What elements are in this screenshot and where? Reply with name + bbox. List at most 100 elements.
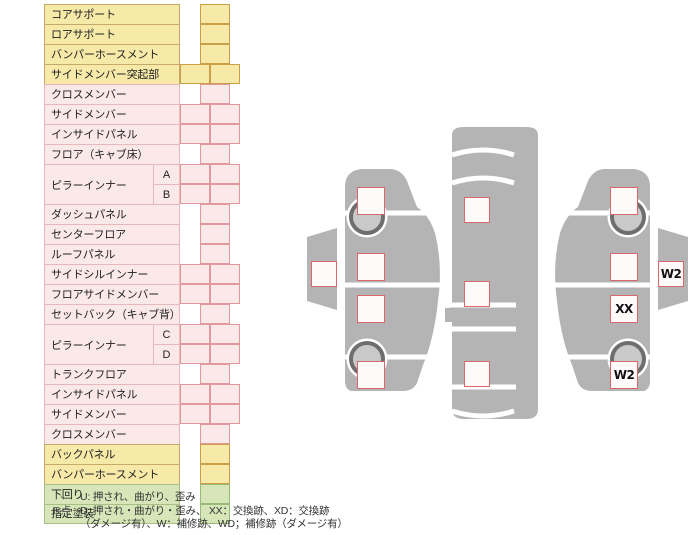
table-row[interactable]: バンパーホースメント [44,464,180,484]
part-label: フロアサイドメンバー [51,288,159,301]
marker-row [180,404,260,424]
part-label: クロスメンバー [51,428,127,441]
marker-cell-right[interactable] [210,104,240,124]
marker-cell[interactable] [200,304,230,324]
marker-column [180,4,260,524]
marker-cell-right[interactable] [210,404,240,424]
table-row[interactable]: トランクフロア [44,364,180,384]
marker-box-rv-front-door[interactable] [610,253,638,281]
table-row[interactable]: バックパネル [44,444,180,464]
marker-box-lv-rear-quarter[interactable] [357,361,385,389]
table-row[interactable]: ダッシュパネル [44,204,180,224]
marker-cell[interactable] [200,44,230,64]
table-row[interactable]: センターフロア [44,224,180,244]
pillar-sub-b[interactable]: B [153,185,179,204]
marker-box-rv-rear-quarter[interactable]: W2 [610,361,638,389]
table-row[interactable]: 下回り [44,484,180,504]
part-label: インサイドパネル [51,128,138,141]
table-row[interactable]: ルーフパネル [44,244,180,264]
pillar-sub-a[interactable]: A [153,165,179,185]
marker-cell[interactable] [200,364,230,384]
marker-cell[interactable] [200,24,230,44]
car-damage-diagram: W2 XX W2 [305,125,690,425]
marker-cell-right[interactable] [210,64,240,84]
table-row[interactable]: セットバック（キャブ背） [44,304,181,324]
pillar-sub-d[interactable]: D [153,345,179,364]
marker-cell-left[interactable] [180,264,210,284]
marker-cell[interactable] [200,4,230,24]
marker-row [180,264,260,284]
marker-cell-right[interactable] [210,344,240,364]
marker-box-lv-front-fender[interactable] [357,187,385,215]
marker-cell-left[interactable] [180,284,210,304]
table-row[interactable]: サイドメンバー [44,404,180,424]
marker-row [190,224,260,244]
table-row[interactable]: 指定塗装 [44,504,180,524]
part-label: バンパーホースメント [51,48,159,61]
marker-cell-left[interactable] [180,64,210,84]
marker-cell-right[interactable] [210,164,240,184]
table-row[interactable]: サイドメンバー突起部 [44,64,180,84]
marker-cell-right[interactable] [210,284,240,304]
marker-box-lv-front-panel[interactable] [311,261,337,287]
marker-box-tv-hood[interactable] [464,197,490,223]
table-row-pillar-inner-ab[interactable]: ピラーインナー A B [44,164,180,204]
marker-cell-right[interactable] [210,184,240,204]
marker-row [180,124,260,144]
marker-cell-left[interactable] [180,124,210,144]
table-row[interactable]: ロアサポート [44,24,180,44]
marker-box-rv-rear-door[interactable]: XX [610,295,638,323]
marker-cell[interactable] [200,444,230,464]
marker-box-rv-front-panel[interactable]: W2 [658,261,684,287]
legend-key-dash: - [60,491,64,503]
marker-row [190,304,260,324]
marker-cell[interactable] [200,204,230,224]
marker-box-tv-trunk[interactable] [464,361,490,387]
table-row-pillar-inner-cd[interactable]: ピラーインナー C D [44,324,180,364]
legend-text-1: U: 押され、曲がり、歪み [80,491,196,503]
marker-row [190,464,260,484]
marker-row [190,364,260,384]
table-row[interactable]: バンパーホースメント [44,44,180,64]
marker-row [190,24,260,44]
marker-cell-right[interactable] [210,124,240,144]
table-row[interactable]: インサイドパネル [44,384,180,404]
marker-cell-left[interactable] [180,184,210,204]
marker-cell[interactable] [200,464,230,484]
marker-cell[interactable] [200,424,230,444]
marker-cell-left[interactable] [180,324,210,344]
part-label: コアサポート [51,8,116,21]
table-row[interactable]: サイドシルインナー [44,264,180,284]
marker-cell[interactable] [200,504,230,524]
marker-cell-left[interactable] [180,164,210,184]
marker-row [180,384,260,404]
table-row[interactable]: クロスメンバー [44,424,180,444]
marker-box-tv-roof[interactable] [464,281,490,307]
marker-cell[interactable] [200,224,230,244]
table-row[interactable]: クロスメンバー [44,84,180,104]
table-row[interactable]: インサイドパネル [44,124,180,144]
marker-cell-right[interactable] [210,384,240,404]
part-label: インサイドパネル [51,388,138,401]
marker-cell-left[interactable] [180,404,210,424]
marker-cell[interactable] [200,244,230,264]
table-row[interactable]: サイドメンバー [44,104,180,124]
marker-row [180,104,260,124]
marker-cell-left[interactable] [180,104,210,124]
marker-box-rv-front-fender[interactable] [610,187,638,215]
marker-box-lv-front-door[interactable] [357,253,385,281]
part-label: フロア（キャブ床） [51,148,149,161]
marker-box-lv-rear-door[interactable] [357,295,385,323]
table-row[interactable]: コアサポート [44,4,180,24]
marker-cell-left[interactable] [180,384,210,404]
marker-cell-right[interactable] [210,264,240,284]
marker-cell[interactable] [200,144,230,164]
pillar-sub-c[interactable]: C [153,325,179,345]
table-row[interactable]: フロア（キャブ床） [44,144,180,164]
marker-cell[interactable] [200,84,230,104]
marker-cell-right[interactable] [210,324,240,344]
table-row[interactable]: フロアサイドメンバー [44,284,180,304]
marker-cell-left[interactable] [180,344,210,364]
marker-cell[interactable] [200,484,230,504]
marker-row [190,484,260,504]
